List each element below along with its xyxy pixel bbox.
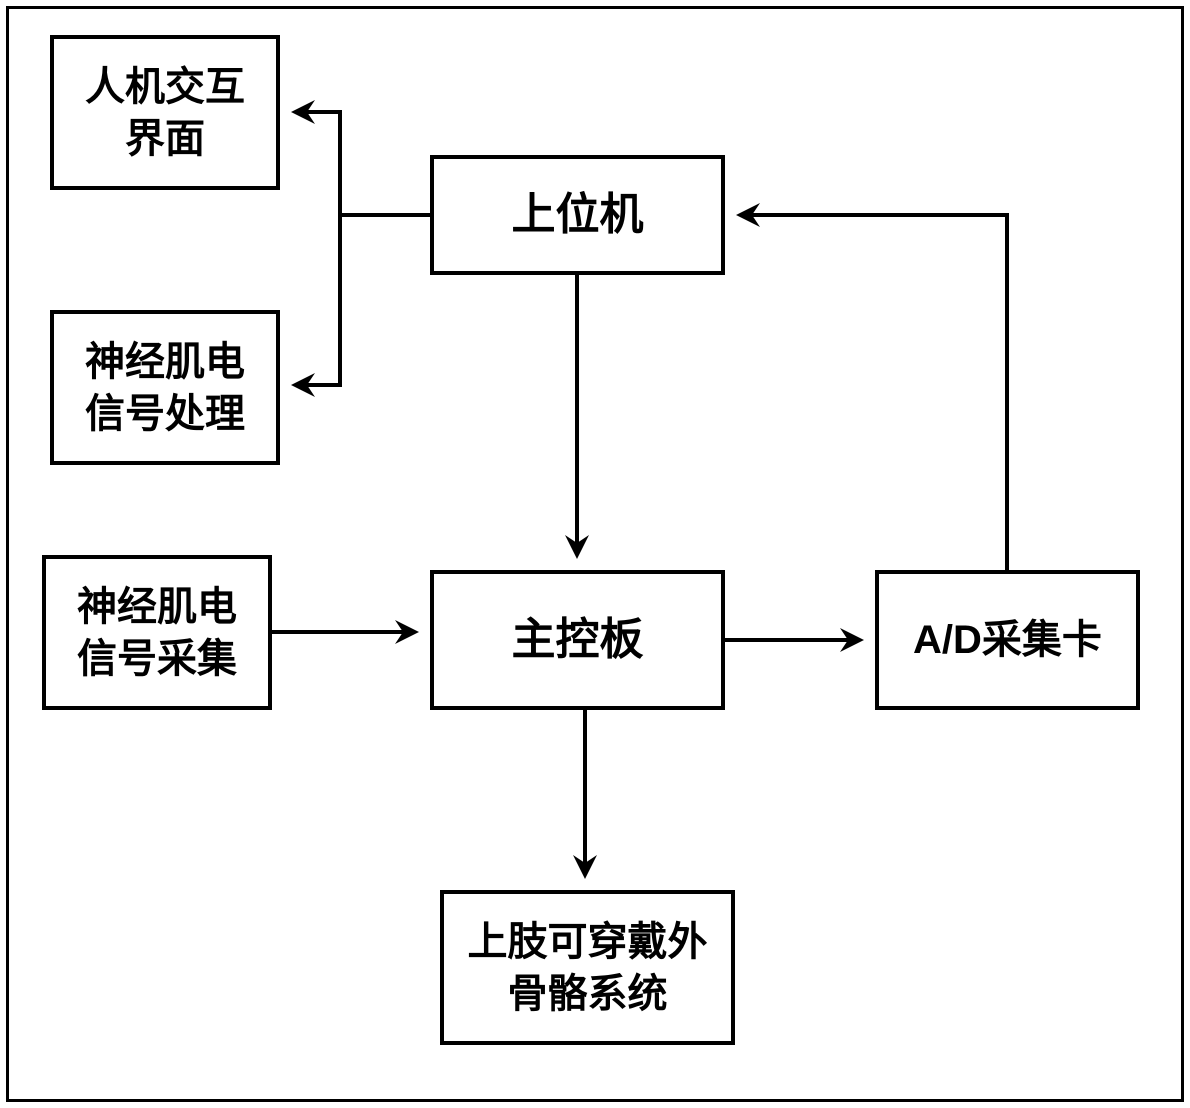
node-ad-card-label: A/D采集卡 [913, 614, 1102, 666]
node-signal-acquisition-label: 神经肌电信号采集 [77, 581, 237, 685]
node-main-board: 主控板 [430, 570, 725, 710]
node-exoskeleton-label: 上肢可穿戴外骨骼系统 [468, 916, 708, 1020]
node-signal-processing-label: 神经肌电信号处理 [85, 336, 245, 440]
node-ad-card: A/D采集卡 [875, 570, 1140, 710]
node-exoskeleton: 上肢可穿戴外骨骼系统 [440, 890, 735, 1045]
node-host: 上位机 [430, 155, 725, 275]
node-host-label: 上位机 [512, 186, 644, 243]
node-signal-processing: 神经肌电信号处理 [50, 310, 280, 465]
node-hmi: 人机交互界面 [50, 35, 280, 190]
node-main-board-label: 主控板 [512, 611, 644, 668]
node-hmi-label: 人机交互界面 [85, 61, 245, 165]
node-signal-acquisition: 神经肌电信号采集 [42, 555, 272, 710]
